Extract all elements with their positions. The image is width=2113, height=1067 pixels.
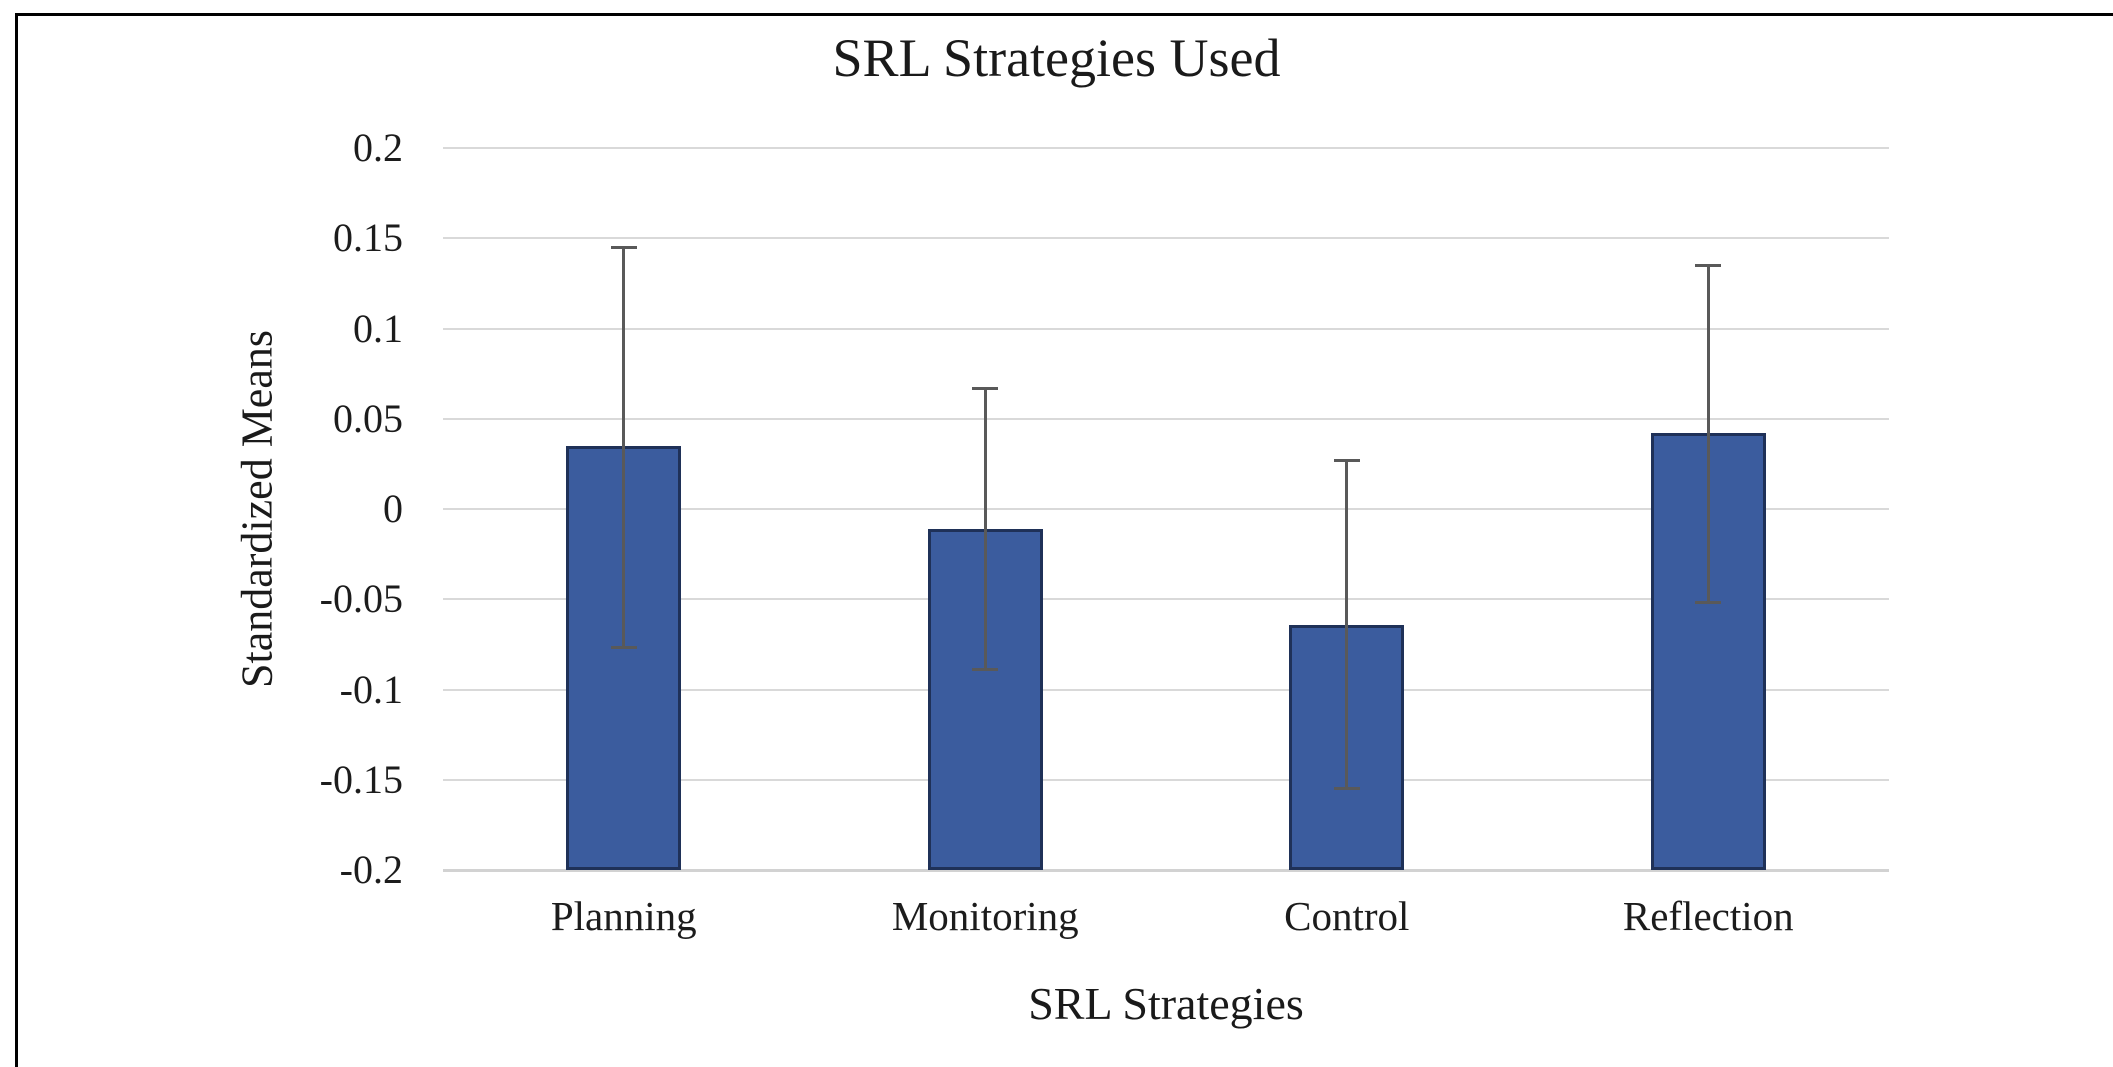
y-tick-label: 0.05 [333,395,403,441]
error-bar-top-cap-monitoring [972,386,999,390]
y-tick-label: -0.1 [339,666,403,712]
bar-reflection [1650,433,1766,870]
error-bar-bottom-cap-reflection [1695,601,1722,605]
figure-frame-top-border [15,13,2113,16]
gridline [443,327,1889,330]
y-tick-label: 0.1 [353,305,403,351]
y-tick-label: 0.2 [353,125,403,170]
x-tick-label-monitoring: Monitoring [891,893,1079,939]
y-tick-label: 0.15 [333,215,403,261]
gridline [443,417,1889,420]
error-bar-top-cap-planning [610,245,637,249]
gridline [443,778,1889,781]
gridline [443,508,1889,510]
error-bar-line-monitoring [983,388,987,670]
error-bar-top-cap-control [1333,458,1360,462]
x-tick-label-control: Control [1284,893,1410,939]
y-tick-label: -0.15 [319,756,403,802]
gridline [443,598,1889,601]
gridline [443,688,1889,691]
y-tick-label: -0.2 [339,847,403,892]
error-bar-bottom-cap-control [1333,787,1360,791]
x-axis-title: SRL Strategies [1028,978,1304,1029]
gridline [443,147,1889,149]
x-tick-label-planning: Planning [550,893,697,939]
error-bar-top-cap-reflection [1695,263,1722,267]
error-bar-bottom-cap-monitoring [972,668,999,672]
error-bar-bottom-cap-planning [610,646,637,650]
plot-area [443,147,1889,872]
error-bar-line-control [1345,460,1349,789]
chart-title: SRL Strategies Used [832,28,1281,88]
y-tick-label: 0 [383,486,403,531]
x-axis-line [443,869,1889,872]
y-tick-label: -0.05 [319,576,403,622]
gridline [443,237,1889,240]
error-bar-line-planning [622,247,626,648]
x-tick-label-reflection: Reflection [1622,893,1794,939]
error-bar-line-reflection [1706,265,1710,603]
figure-frame-left-border [15,13,18,1067]
